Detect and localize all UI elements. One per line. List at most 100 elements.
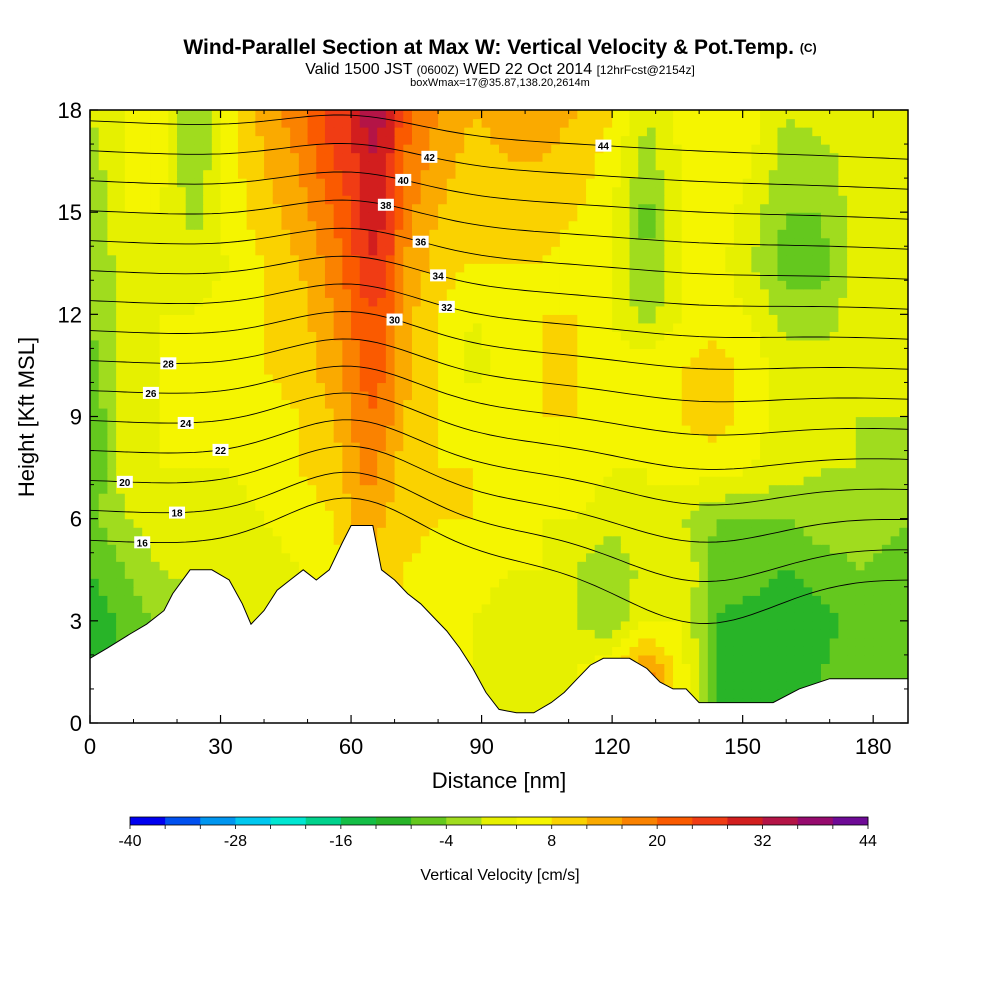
w-cell <box>559 271 570 281</box>
w-cell <box>472 646 483 656</box>
w-cell <box>455 620 465 630</box>
w-cell <box>124 407 135 418</box>
w-cell <box>681 544 692 554</box>
w-cell <box>899 467 908 477</box>
w-cell <box>699 322 709 332</box>
w-cell <box>133 603 143 613</box>
w-cell <box>768 527 779 537</box>
w-cell <box>237 297 248 307</box>
w-cell <box>438 390 448 401</box>
w-cell <box>411 450 422 460</box>
w-cell <box>716 442 726 452</box>
w-cell <box>90 561 100 571</box>
w-cell <box>229 297 239 307</box>
w-cell <box>385 390 396 401</box>
w-cell <box>673 407 683 418</box>
w-cell <box>150 348 161 358</box>
w-cell <box>307 450 317 460</box>
w-cell <box>620 288 631 298</box>
w-cell <box>838 467 848 477</box>
w-cell <box>881 620 892 630</box>
w-cell <box>264 442 274 452</box>
w-cell <box>211 544 222 554</box>
w-cell <box>899 629 908 639</box>
w-cell <box>464 373 474 384</box>
w-cell <box>786 314 796 324</box>
w-cell <box>725 688 735 699</box>
w-cell <box>246 442 256 452</box>
w-cell <box>159 399 169 409</box>
w-cell <box>446 407 457 418</box>
w-cell <box>246 305 256 315</box>
w-cell <box>107 365 117 375</box>
w-cell <box>455 314 465 324</box>
w-cell <box>533 493 544 503</box>
w-cell <box>551 603 561 613</box>
w-cell <box>420 501 430 511</box>
w-cell <box>194 339 204 349</box>
w-cell <box>177 348 187 358</box>
w-cell <box>525 671 535 682</box>
w-cell <box>133 280 143 290</box>
w-cell <box>760 407 770 418</box>
w-cell <box>359 425 370 435</box>
w-cell <box>290 569 300 579</box>
w-cell <box>794 595 805 605</box>
w-cell <box>525 305 535 315</box>
w-cell <box>542 578 552 588</box>
w-cell <box>899 365 908 375</box>
w-cell <box>107 450 117 460</box>
w-cell <box>177 442 187 452</box>
w-cell <box>551 450 561 460</box>
w-cell <box>777 407 787 418</box>
w-cell <box>664 629 674 639</box>
w-cell <box>185 407 196 418</box>
w-cell <box>142 322 152 332</box>
w-cell <box>168 305 178 315</box>
w-cell <box>220 433 230 443</box>
w-cell <box>568 348 578 358</box>
w-cell <box>411 271 422 281</box>
w-cell <box>794 433 805 443</box>
w-cell <box>124 425 135 435</box>
w-cell <box>612 297 622 307</box>
w-cell <box>150 493 161 503</box>
w-cell <box>446 339 457 349</box>
w-cell <box>786 442 796 452</box>
w-cell <box>620 425 631 435</box>
w-cell <box>646 322 657 332</box>
w-cell <box>411 365 422 375</box>
w-cell <box>594 356 605 367</box>
w-cell <box>681 586 692 596</box>
w-cell <box>298 442 309 452</box>
w-cell <box>629 331 639 341</box>
w-cell <box>429 586 439 596</box>
w-cell <box>298 305 309 315</box>
w-cell <box>603 595 613 605</box>
w-cell <box>359 467 370 477</box>
w-cell <box>246 365 256 375</box>
w-cell <box>594 467 605 477</box>
w-cell <box>377 314 387 324</box>
w-cell <box>594 620 605 630</box>
w-cell <box>194 527 204 537</box>
w-cell <box>264 382 274 392</box>
w-cell <box>150 442 161 452</box>
w-cell <box>847 407 857 418</box>
w-cell <box>733 280 744 290</box>
w-cell <box>681 373 692 384</box>
w-cell <box>847 459 857 469</box>
w-cell <box>290 382 300 392</box>
w-cell <box>586 331 596 341</box>
w-cell <box>333 510 343 520</box>
w-cell <box>255 552 265 562</box>
w-cell <box>472 297 483 307</box>
w-cell <box>803 305 813 315</box>
w-cell <box>638 586 648 596</box>
w-cell <box>116 484 126 494</box>
w-cell <box>733 663 744 673</box>
w-cell <box>760 527 770 537</box>
w-cell <box>629 348 639 358</box>
w-cell <box>699 493 709 503</box>
w-cell <box>820 407 831 418</box>
